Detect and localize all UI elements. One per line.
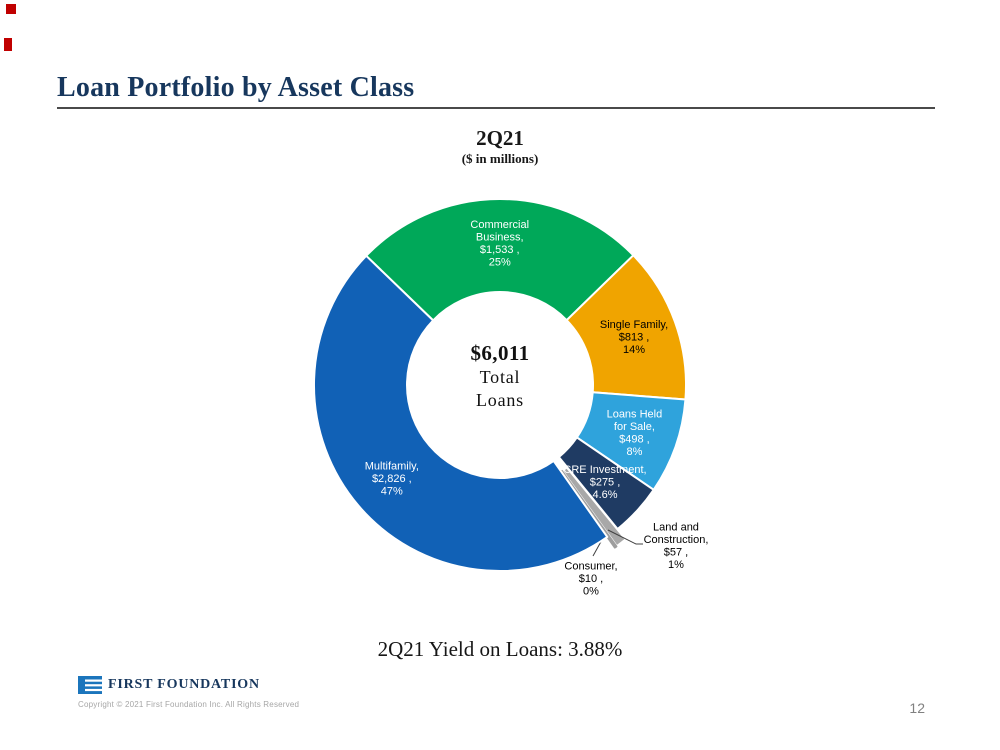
donut-segment-commercial-business bbox=[365, 198, 635, 322]
donut-segment-multifamily bbox=[313, 254, 609, 572]
logo-text: FIRST FOUNDATION bbox=[108, 677, 260, 692]
chart-subtitle: ($ in millions) bbox=[461, 151, 539, 166]
donut-label-consumer: Consumer, $10 , 0% bbox=[564, 561, 617, 598]
total-loans-value: $6,011 bbox=[470, 341, 530, 366]
screen-artifact bbox=[6, 4, 16, 14]
donut-label-multifamily: Multifamily, $2,826 , 47% bbox=[365, 460, 419, 497]
donut-label-loans-held-for-sale: Loans Held for Sale, $498 , 8% bbox=[607, 409, 663, 459]
flag-icon bbox=[78, 676, 102, 694]
leader-line-land-and-construction bbox=[607, 529, 643, 545]
company-logo: FIRST FOUNDATION bbox=[78, 676, 260, 694]
donut-center-label: $6,011 Total Loans bbox=[471, 341, 530, 413]
donut-label-land-and-construction: Land and Construction, $57 , 1% bbox=[644, 521, 709, 571]
slide-title: Loan Portfolio by Asset Class bbox=[57, 72, 415, 103]
donut-label-single-family: Single Family, $813 , 14% bbox=[600, 319, 668, 356]
donut-label-cre-investment: CRE Investment, $275 , 4.6% bbox=[563, 464, 646, 501]
screen-artifact bbox=[4, 38, 12, 51]
yield-on-loans: 2Q21 Yield on Loans: 3.88% bbox=[377, 637, 623, 661]
page-number: 12 bbox=[909, 700, 925, 716]
chart-title: 2Q21 bbox=[476, 126, 524, 150]
donut-label-commercial-business: Commercial Business, $1,533 , 25% bbox=[470, 219, 529, 269]
title-underline bbox=[57, 107, 935, 109]
total-loans-word-2: Loans bbox=[476, 390, 524, 411]
copyright-text: Copyright © 2021 First Foundation Inc. A… bbox=[78, 700, 300, 709]
total-loans-word-1: Total bbox=[479, 367, 521, 388]
